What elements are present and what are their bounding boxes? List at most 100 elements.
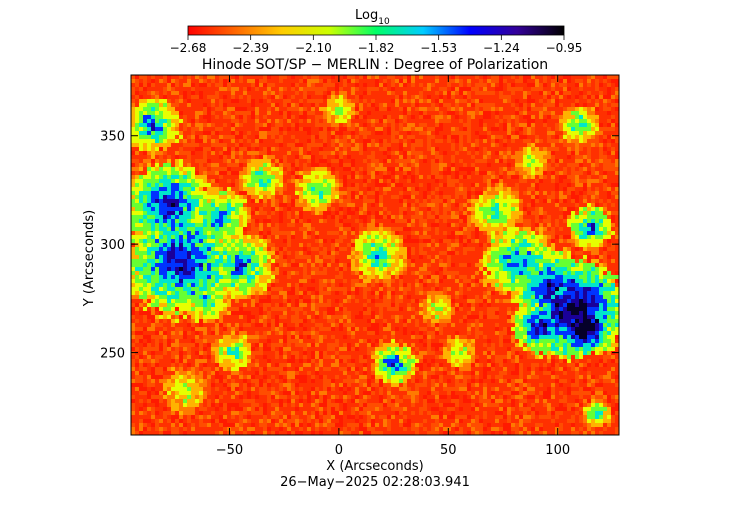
heatmap-cell [143,147,147,151]
heatmap-cell [163,147,167,151]
heatmap-cell [131,195,135,199]
heatmap-cell [495,211,499,215]
heatmap-cell [559,239,563,243]
heatmap-cell [427,195,431,199]
heatmap-cell [451,183,455,187]
heatmap-cell [439,175,443,179]
heatmap-cell [311,199,315,203]
heatmap-cell [527,255,531,259]
heatmap-cell [403,271,407,275]
heatmap-cell [519,151,523,155]
heatmap-cell [479,263,483,267]
heatmap-cell [299,179,303,183]
heatmap-cell [535,275,539,279]
heatmap-cell [375,163,379,167]
heatmap-cell [367,191,371,195]
heatmap-cell [407,263,411,267]
heatmap-cell [591,223,595,227]
heatmap-cell [451,127,455,131]
heatmap-cell [183,139,187,143]
heatmap-cell [543,231,547,235]
heatmap-cell [531,131,535,135]
heatmap-cell [159,179,163,183]
heatmap-cell [403,247,407,251]
heatmap-cell [191,83,195,87]
heatmap-cell [335,215,339,219]
heatmap-cell [507,219,511,223]
heatmap-cell [343,79,347,83]
heatmap-cell [263,159,267,163]
heatmap-cell [535,135,539,139]
heatmap-cell [299,127,303,131]
heatmap-cell [143,227,147,231]
heatmap-cell [235,135,239,139]
heatmap-cell [375,143,379,147]
heatmap-cell [587,139,591,143]
heatmap-cell [563,291,567,295]
heatmap-cell [239,163,243,167]
heatmap-cell [363,271,367,275]
heatmap-cell [591,75,595,79]
heatmap-cell [491,243,495,247]
heatmap-cell [539,271,543,275]
heatmap-cell [383,263,387,267]
heatmap-cell [419,267,423,271]
heatmap-cell [207,131,211,135]
heatmap-cell [527,295,531,299]
heatmap-cell [295,191,299,195]
heatmap-cell [543,91,547,95]
heatmap-cell [467,299,471,303]
heatmap-cell [267,75,271,79]
heatmap-cell [143,291,147,295]
heatmap-cell [363,179,367,183]
heatmap-cell [431,191,435,195]
heatmap-cell [223,103,227,107]
heatmap-cell [283,271,287,275]
heatmap-cell [511,295,515,299]
heatmap-cell [231,203,235,207]
heatmap-cell [207,171,211,175]
heatmap-cell [559,299,563,303]
heatmap-cell [411,135,415,139]
heatmap-cell [535,235,539,239]
heatmap-cell [303,171,307,175]
heatmap-cell [575,299,579,303]
heatmap-cell [359,239,363,243]
heatmap-cell [595,223,599,227]
heatmap-cell [579,239,583,243]
heatmap-cell [327,107,331,111]
heatmap-cell [235,151,239,155]
heatmap-cell [527,91,531,95]
heatmap-cell [139,175,143,179]
heatmap-cell [227,247,231,251]
heatmap-cell [511,167,515,171]
heatmap-cell [175,111,179,115]
heatmap-cell [403,155,407,159]
heatmap-cell [503,187,507,191]
heatmap-cell [247,95,251,99]
heatmap-cell [495,75,499,79]
heatmap-cell [319,123,323,127]
heatmap-cell [327,203,331,207]
heatmap-cell [407,135,411,139]
heatmap-cell [243,259,247,263]
heatmap-cell [239,259,243,263]
heatmap-cell [203,275,207,279]
heatmap-cell [231,87,235,91]
heatmap-cell [183,203,187,207]
heatmap-cell [163,159,167,163]
heatmap-cell [395,271,399,275]
heatmap-cell [139,227,143,231]
heatmap-cell [487,151,491,155]
heatmap-cell [271,247,275,251]
heatmap-cell [591,179,595,183]
heatmap-cell [495,231,499,235]
heatmap-cell [155,235,159,239]
heatmap-cell [167,83,171,87]
heatmap-cell [371,99,375,103]
heatmap-cell [247,163,251,167]
heatmap-cell [467,127,471,131]
heatmap-cell [391,243,395,247]
heatmap-cell [575,215,579,219]
heatmap-cell [543,255,547,259]
